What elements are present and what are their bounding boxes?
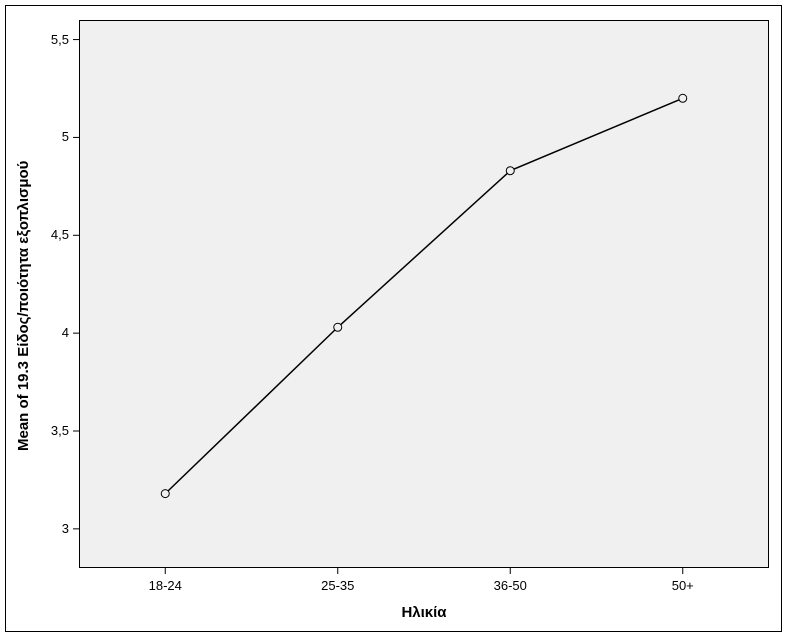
- data-marker: [679, 94, 687, 102]
- y-tick-label: 3: [29, 521, 69, 536]
- x-tick-label: 25-35: [298, 578, 378, 593]
- x-tick-label: 36-50: [470, 578, 550, 593]
- chart-svg: [0, 0, 787, 637]
- series-line: [165, 98, 683, 493]
- y-tick-label: 5: [29, 129, 69, 144]
- y-axis-title: Mean of 19.3 Είδος/ποιότητα εξοπλισμού: [15, 160, 32, 450]
- x-tick-label: 50+: [643, 578, 723, 593]
- y-tick-label: 3,5: [29, 423, 69, 438]
- data-marker: [334, 323, 342, 331]
- y-tick-label: 4,5: [29, 227, 69, 242]
- y-tick-label: 4: [29, 325, 69, 340]
- data-marker: [506, 167, 514, 175]
- data-marker: [161, 490, 169, 498]
- x-tick-label: 18-24: [125, 578, 205, 593]
- y-tick-label: 5,5: [29, 32, 69, 47]
- x-axis-title: Ηλικία: [79, 604, 769, 621]
